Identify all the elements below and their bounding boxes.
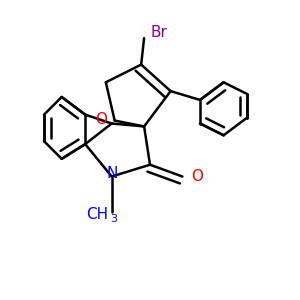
- Text: O: O: [191, 169, 203, 184]
- Text: O: O: [95, 112, 107, 127]
- Text: N: N: [106, 166, 117, 181]
- Text: CH: CH: [86, 207, 108, 222]
- Text: 3: 3: [111, 214, 118, 224]
- Text: Br: Br: [150, 25, 167, 40]
